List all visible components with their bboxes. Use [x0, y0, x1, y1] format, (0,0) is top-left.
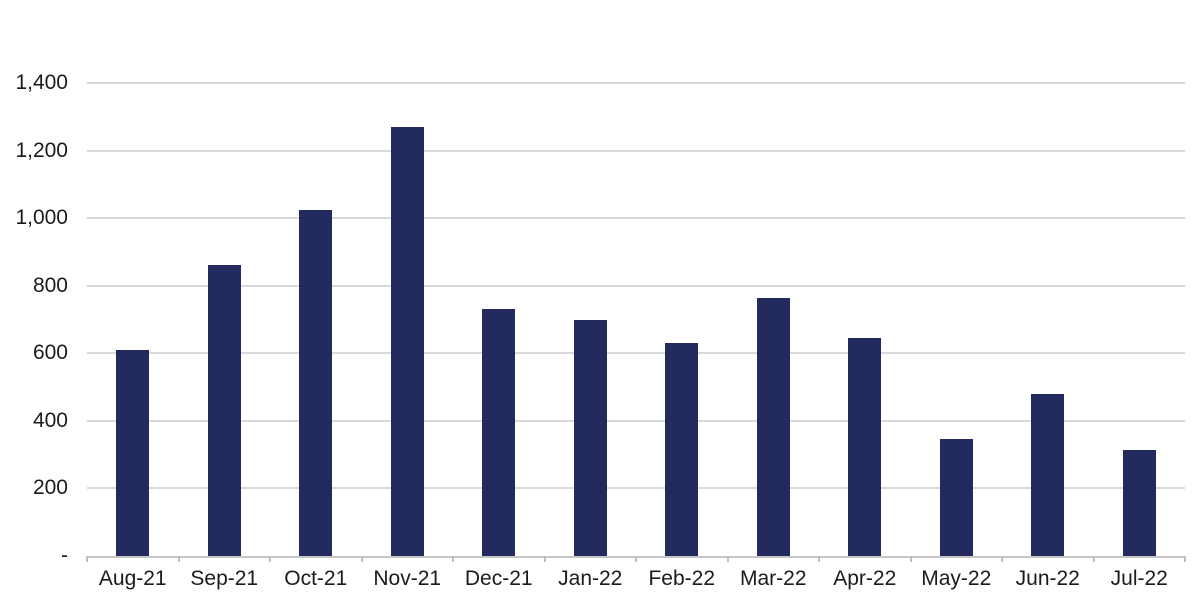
bar	[848, 338, 882, 556]
bar	[939, 439, 973, 556]
x-axis-tick	[635, 556, 637, 562]
gridline	[87, 352, 1185, 355]
x-axis-tick	[1184, 556, 1186, 562]
x-axis-tick-label: Sep-21	[190, 567, 259, 590]
x-axis-tick-label: Mar-22	[739, 567, 807, 590]
x-axis-tick-label: Jul-22	[1110, 567, 1168, 590]
bar	[390, 126, 424, 556]
x-axis-tick	[726, 556, 729, 562]
x-axis-tick-label: May-22	[921, 567, 992, 590]
x-axis-tick-label: Dec-21	[464, 567, 533, 590]
bar	[1122, 449, 1156, 556]
x-axis-tick	[1092, 556, 1095, 562]
y-axis-tick-label: 1,000	[15, 206, 68, 230]
y-axis-tick-label: 400	[32, 408, 68, 432]
x-axis-tick-label: Nov-21	[373, 567, 442, 590]
x-axis-tick-label: Apr-22	[833, 567, 897, 590]
x-axis-tick	[1001, 556, 1003, 562]
y-axis-tick-label: -	[61, 544, 68, 567]
y-axis-tick-label: 200	[32, 476, 68, 500]
y-axis-tick-label: 1,200	[15, 138, 68, 162]
gridline	[87, 284, 1185, 287]
x-axis-tick	[452, 556, 454, 562]
x-axis-tick-label: Oct-21	[284, 567, 348, 590]
x-axis-tick	[360, 556, 363, 562]
y-axis-tick-label: 1,400	[15, 71, 68, 94]
gridline	[87, 419, 1185, 422]
x-axis-tick-label: Feb-22	[648, 567, 716, 590]
x-axis-tick	[543, 556, 546, 562]
x-axis-tick	[818, 556, 820, 562]
gridline	[87, 82, 1185, 84]
x-axis-tick	[909, 556, 912, 562]
bar	[573, 319, 607, 556]
bar	[299, 209, 333, 556]
x-axis-tick-label: Jan-22	[558, 567, 623, 590]
bar	[665, 343, 699, 556]
bar	[1031, 393, 1065, 556]
bar	[116, 349, 150, 556]
bar	[482, 309, 516, 556]
gridline	[87, 149, 1185, 152]
x-axis-tick	[86, 556, 88, 562]
gridline	[87, 487, 1185, 490]
y-axis-tick-label: 600	[32, 341, 68, 365]
x-axis-tick	[177, 556, 180, 562]
bar	[756, 297, 790, 556]
x-axis-tick	[269, 556, 271, 562]
gridline	[87, 217, 1185, 220]
x-axis-tick-label: Aug-21	[98, 567, 167, 590]
x-axis-tick-label: Jun-22	[1015, 567, 1080, 590]
bar	[207, 265, 241, 556]
y-axis-tick-label: 800	[32, 273, 68, 297]
